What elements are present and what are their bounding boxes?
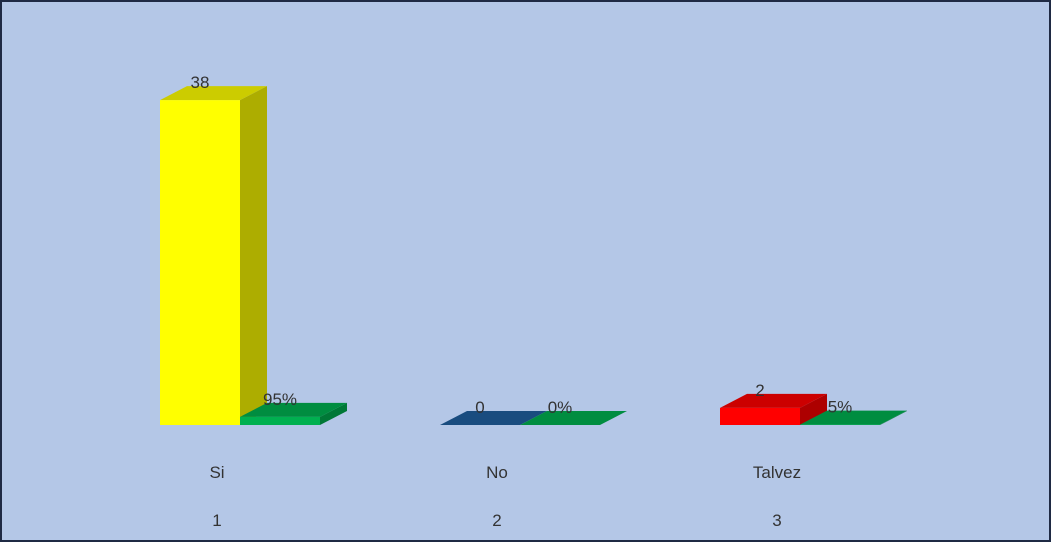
bar-top: [800, 410, 907, 425]
x-tick-number: 2: [492, 511, 501, 530]
bar-side: [240, 86, 267, 425]
bar-top: [720, 393, 827, 408]
bar-top: [160, 86, 267, 101]
x-tick-number: 3: [772, 511, 781, 530]
x-tick-number: 1: [212, 511, 221, 530]
bar-top: [240, 402, 347, 417]
bar: [160, 100, 240, 425]
x-tick-label: Si: [209, 463, 224, 482]
data-label: 38: [191, 73, 210, 92]
bar-side: [880, 410, 907, 425]
data-label: 2: [755, 381, 764, 400]
bar: [240, 416, 320, 425]
bar-side: [800, 393, 827, 425]
data-label: 0%: [548, 398, 573, 417]
data-label: 95%: [263, 390, 297, 409]
bar-side: [320, 402, 347, 425]
x-tick-label: No: [486, 463, 508, 482]
x-tick-label: Talvez: [753, 463, 801, 482]
data-label: 0: [475, 398, 484, 417]
data-label: 5%: [828, 398, 853, 417]
bar: [720, 407, 800, 425]
bar-top: [520, 411, 627, 425]
bar-top: [440, 411, 547, 425]
